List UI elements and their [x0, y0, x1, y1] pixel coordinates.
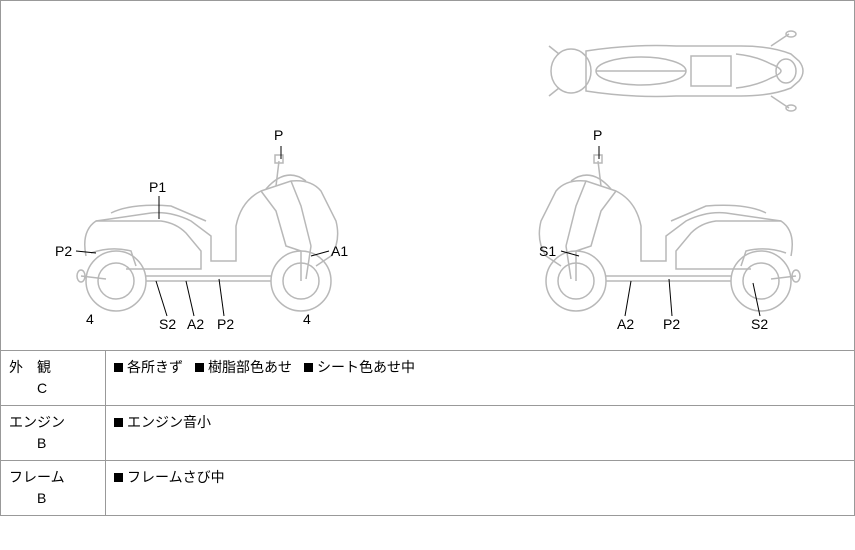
- note-item: 樹脂部色あせ: [195, 357, 292, 377]
- bullet-icon: [114, 363, 123, 372]
- bullet-icon: [114, 418, 123, 427]
- bullet-icon: [195, 363, 204, 372]
- label-right-P2: P2: [663, 316, 680, 332]
- note-item: シート色あせ中: [304, 357, 415, 377]
- table-row: 外 観C各所きず樹脂部色あせシート色あせ中: [1, 351, 855, 406]
- bullet-icon: [114, 473, 123, 482]
- bullet-icon: [304, 363, 313, 372]
- note-item: フレームさび中: [114, 467, 225, 487]
- category-cell: 外 観C: [1, 351, 106, 406]
- notes-cell: フレームさび中: [106, 461, 855, 516]
- notes-cell: 各所きず樹脂部色あせシート色あせ中: [106, 351, 855, 406]
- label-right-P: P: [593, 127, 602, 143]
- condition-table: 外 観C各所きず樹脂部色あせシート色あせ中エンジンBエンジン音小フレームBフレー…: [0, 350, 855, 516]
- category-grade: B: [9, 433, 97, 454]
- notes-cell: エンジン音小: [106, 406, 855, 461]
- category-cell: エンジンB: [1, 406, 106, 461]
- label-right-S2: S2: [751, 316, 768, 332]
- category-name: エンジン: [9, 412, 97, 433]
- diagram-area: P P1 P2 A1 4 4 S2 A2 P2: [0, 0, 855, 350]
- note-item: 各所きず: [114, 357, 183, 377]
- label-right-S1: S1: [539, 243, 556, 259]
- category-grade: B: [9, 488, 97, 509]
- category-name: 外 観: [9, 357, 97, 378]
- label-right-A2: A2: [617, 316, 634, 332]
- right-leaders: [1, 1, 855, 351]
- category-name: フレーム: [9, 467, 97, 488]
- category-grade: C: [9, 378, 97, 399]
- category-cell: フレームB: [1, 461, 106, 516]
- table-row: エンジンB エンジン音小: [1, 406, 855, 461]
- table-row: フレームB フレームさび中: [1, 461, 855, 516]
- note-item: エンジン音小: [114, 412, 211, 432]
